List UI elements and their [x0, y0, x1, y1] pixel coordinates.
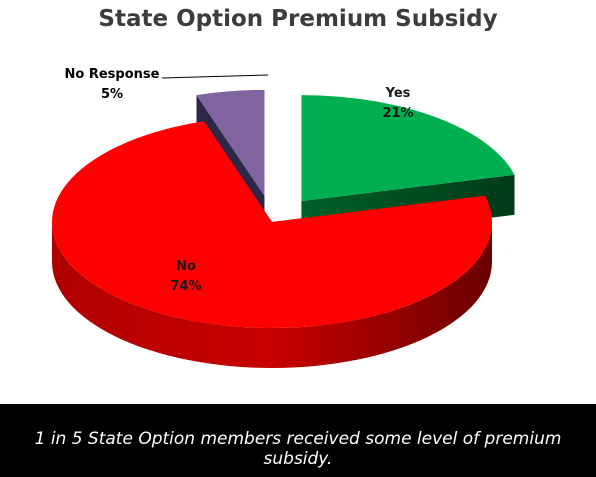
slice-label-yes: Yes [385, 86, 411, 101]
pie-slice-no [52, 121, 493, 328]
slice-label-no: No [176, 259, 196, 274]
chart-title: State Option Premium Subsidy [98, 6, 498, 32]
pie-slice-no-response [196, 89, 265, 196]
pie-slice-side-no [52, 222, 492, 368]
slice-label-no-response: No Response [65, 67, 160, 82]
pie-slice-yes [301, 95, 515, 202]
caption-text: 1 in 5 State Option members received som… [34, 429, 562, 469]
slice-value-yes: 21% [382, 106, 413, 121]
pie-chart: Yes 21% No 74% No Response 5% [52, 67, 515, 368]
slice-value-no: 74% [170, 279, 201, 294]
caption-bar: 1 in 5 State Option members received som… [0, 404, 596, 477]
leader-line-no-response [161, 74, 269, 79]
slice-value-no-response: 5% [101, 87, 123, 102]
